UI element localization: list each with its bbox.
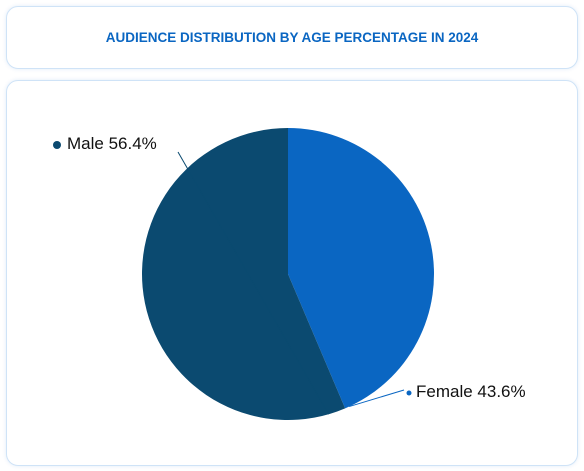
- leader-line: [349, 389, 405, 408]
- slice-label: Female 43.6%: [416, 382, 526, 401]
- legend-dot: [406, 390, 412, 396]
- slice-label-name: Female: [416, 382, 473, 401]
- chart-title: AUDIENCE DISTRIBUTION BY AGE PERCENTAGE …: [105, 30, 479, 45]
- title-card: AUDIENCE DISTRIBUTION BY AGE PERCENTAGE …: [6, 6, 578, 69]
- slice-label-value: 56.4%: [109, 134, 157, 153]
- pie-slice: [288, 128, 435, 409]
- slice-label: Male 56.4%: [67, 134, 157, 153]
- leader-line: [177, 151, 330, 415]
- pie-slice: [142, 128, 346, 420]
- slice-label-value: 43.6%: [477, 382, 525, 401]
- legend-dot: [53, 141, 61, 149]
- slice-label-name: Male: [67, 134, 104, 153]
